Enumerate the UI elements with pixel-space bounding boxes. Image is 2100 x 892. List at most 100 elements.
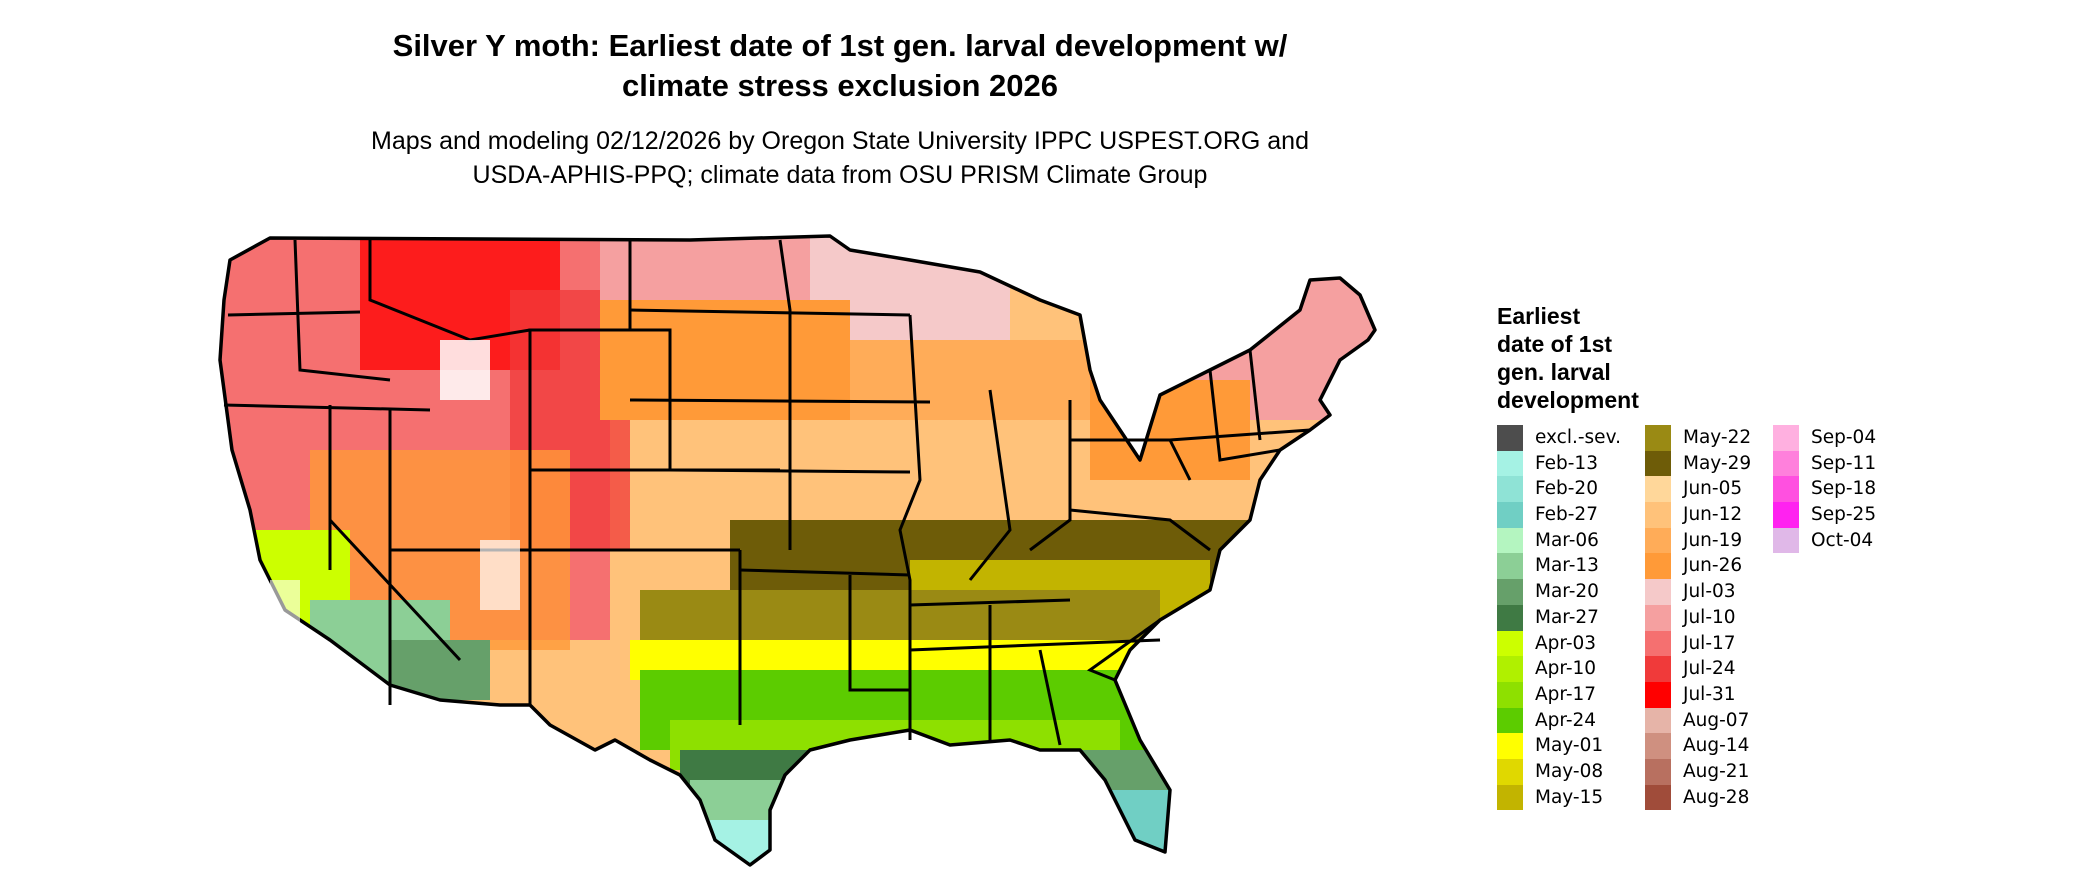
map-title: Silver Y moth: Earliest date of 1st gen.… — [255, 26, 1425, 106]
legend-label: Aug-07 — [1683, 709, 1750, 731]
legend-item: Jul-31 — [1645, 681, 1795, 708]
legend-title-line: date of 1st — [1497, 331, 1613, 357]
legend-label: Jul-03 — [1683, 581, 1736, 603]
legend-swatch — [1645, 527, 1671, 554]
legend-swatch — [1645, 656, 1671, 682]
legend-label: Aug-28 — [1683, 786, 1750, 808]
legend-swatch — [1645, 604, 1671, 631]
legend-swatch — [1645, 553, 1671, 580]
legend-label: May-15 — [1535, 786, 1604, 808]
legend-column-3: Sep-04 Sep-11 Sep-18 Sep-25 Oct-04 — [1773, 425, 1923, 554]
legend-swatch — [1645, 425, 1671, 451]
legend-label: Mar-06 — [1535, 529, 1599, 551]
legend-label: Feb-13 — [1535, 452, 1598, 474]
legend-column-2: May-22 May-29 Jun-05 Jun-12 Jun-19 Jun-26 Jul-… — [1645, 425, 1795, 811]
legend-item: excl.-sev. — [1497, 425, 1647, 451]
legend-item: Mar-06 — [1497, 527, 1647, 554]
legend-item: Apr-17 — [1497, 681, 1647, 708]
legend-label: May-01 — [1535, 735, 1604, 757]
legend-swatch — [1497, 758, 1523, 785]
legend-label: Jul-10 — [1683, 606, 1736, 628]
legend-item: Mar-13 — [1497, 553, 1647, 580]
legend-label: Aug-14 — [1683, 735, 1750, 757]
legend-swatch — [1645, 758, 1671, 785]
legend-column-1: excl.-sev. Feb-13 Feb-20 Feb-27 Mar-06 Mar-13… — [1497, 425, 1647, 811]
legend-swatch — [1497, 784, 1523, 811]
legend-swatch — [1645, 630, 1671, 657]
legend-swatch — [1497, 502, 1523, 528]
legend-item: Aug-07 — [1645, 707, 1795, 734]
legend-label: Jun-19 — [1683, 529, 1743, 551]
legend-swatch — [1497, 476, 1523, 503]
legend-swatch — [1497, 579, 1523, 605]
legend-item: Jul-10 — [1645, 604, 1795, 631]
legend-item: Jul-03 — [1645, 579, 1795, 605]
legend-label: Jun-05 — [1683, 478, 1743, 500]
legend-label: Mar-20 — [1535, 581, 1599, 603]
legend-label: Jul-31 — [1683, 683, 1736, 705]
map-title-line-2: climate stress exclusion 2026 — [622, 68, 1058, 103]
legend-swatch — [1645, 733, 1671, 759]
legend-title-line: development — [1497, 387, 1639, 413]
legend-swatch — [1773, 425, 1799, 451]
legend-swatch — [1645, 707, 1671, 734]
legend-swatch — [1497, 553, 1523, 580]
legend-item: Mar-27 — [1497, 604, 1647, 631]
legend-label: Apr-24 — [1535, 709, 1597, 731]
legend-item: Feb-27 — [1497, 502, 1647, 528]
legend-label: Apr-10 — [1535, 658, 1597, 680]
legend-item: Feb-20 — [1497, 476, 1647, 503]
legend-swatch — [1497, 527, 1523, 554]
legend-label: Sep-11 — [1811, 452, 1877, 474]
legend-swatch — [1497, 604, 1523, 631]
legend-item: May-29 — [1645, 450, 1795, 477]
legend: excl.-sev. Feb-13 Feb-20 Feb-27 Mar-06 Mar-13… — [1497, 425, 1977, 815]
legend-item: Jun-26 — [1645, 553, 1795, 580]
legend-swatch — [1497, 681, 1523, 708]
legend-label: excl.-sev. — [1535, 427, 1621, 448]
legend-label: Apr-03 — [1535, 632, 1597, 654]
legend-label: Sep-25 — [1811, 504, 1877, 526]
legend-label: Apr-17 — [1535, 683, 1597, 705]
legend-swatch — [1497, 707, 1523, 734]
legend-swatch — [1497, 656, 1523, 682]
legend-label: Jul-17 — [1683, 632, 1736, 654]
legend-item: May-22 — [1645, 425, 1795, 451]
map-subtitle-line-1: Maps and modeling 02/12/2026 by Oregon S… — [371, 127, 1309, 155]
legend-label: Jun-26 — [1683, 555, 1743, 577]
legend-label: Mar-13 — [1535, 555, 1599, 577]
legend-item: May-08 — [1497, 758, 1647, 785]
legend-item: Jul-17 — [1645, 630, 1795, 657]
legend-item: Sep-04 — [1773, 425, 1923, 451]
legend-item: Jun-19 — [1645, 527, 1795, 554]
legend-swatch — [1497, 425, 1523, 451]
legend-item: May-01 — [1497, 733, 1647, 759]
legend-item: Feb-13 — [1497, 450, 1647, 477]
legend-swatch — [1773, 502, 1799, 528]
legend-title: Earliest date of 1st gen. larval develop… — [1497, 302, 1687, 414]
legend-item: Oct-04 — [1773, 527, 1923, 554]
legend-label: Feb-20 — [1535, 478, 1598, 500]
legend-label: May-08 — [1535, 760, 1604, 782]
legend-swatch — [1645, 450, 1671, 477]
legend-item: Sep-11 — [1773, 450, 1923, 477]
legend-swatch — [1645, 502, 1671, 528]
legend-swatch — [1645, 681, 1671, 708]
legend-item: Apr-10 — [1497, 656, 1647, 682]
legend-label: Sep-18 — [1811, 478, 1877, 500]
legend-label: Sep-04 — [1811, 427, 1877, 448]
legend-label: Jun-12 — [1683, 504, 1743, 526]
legend-label: Mar-27 — [1535, 606, 1599, 628]
legend-item: Sep-18 — [1773, 476, 1923, 503]
legend-label: May-29 — [1683, 452, 1752, 474]
legend-swatch — [1773, 450, 1799, 477]
legend-label: May-22 — [1683, 427, 1752, 448]
legend-item: Jun-05 — [1645, 476, 1795, 503]
legend-swatch — [1773, 476, 1799, 503]
legend-title-line: Earliest — [1497, 303, 1581, 329]
conus-map — [218, 234, 1377, 867]
legend-item: Sep-25 — [1773, 502, 1923, 528]
legend-item: Jun-12 — [1645, 502, 1795, 528]
legend-swatch — [1773, 527, 1799, 554]
map-subtitle-line-2: USDA-APHIS-PPQ; climate data from OSU PR… — [472, 161, 1208, 189]
